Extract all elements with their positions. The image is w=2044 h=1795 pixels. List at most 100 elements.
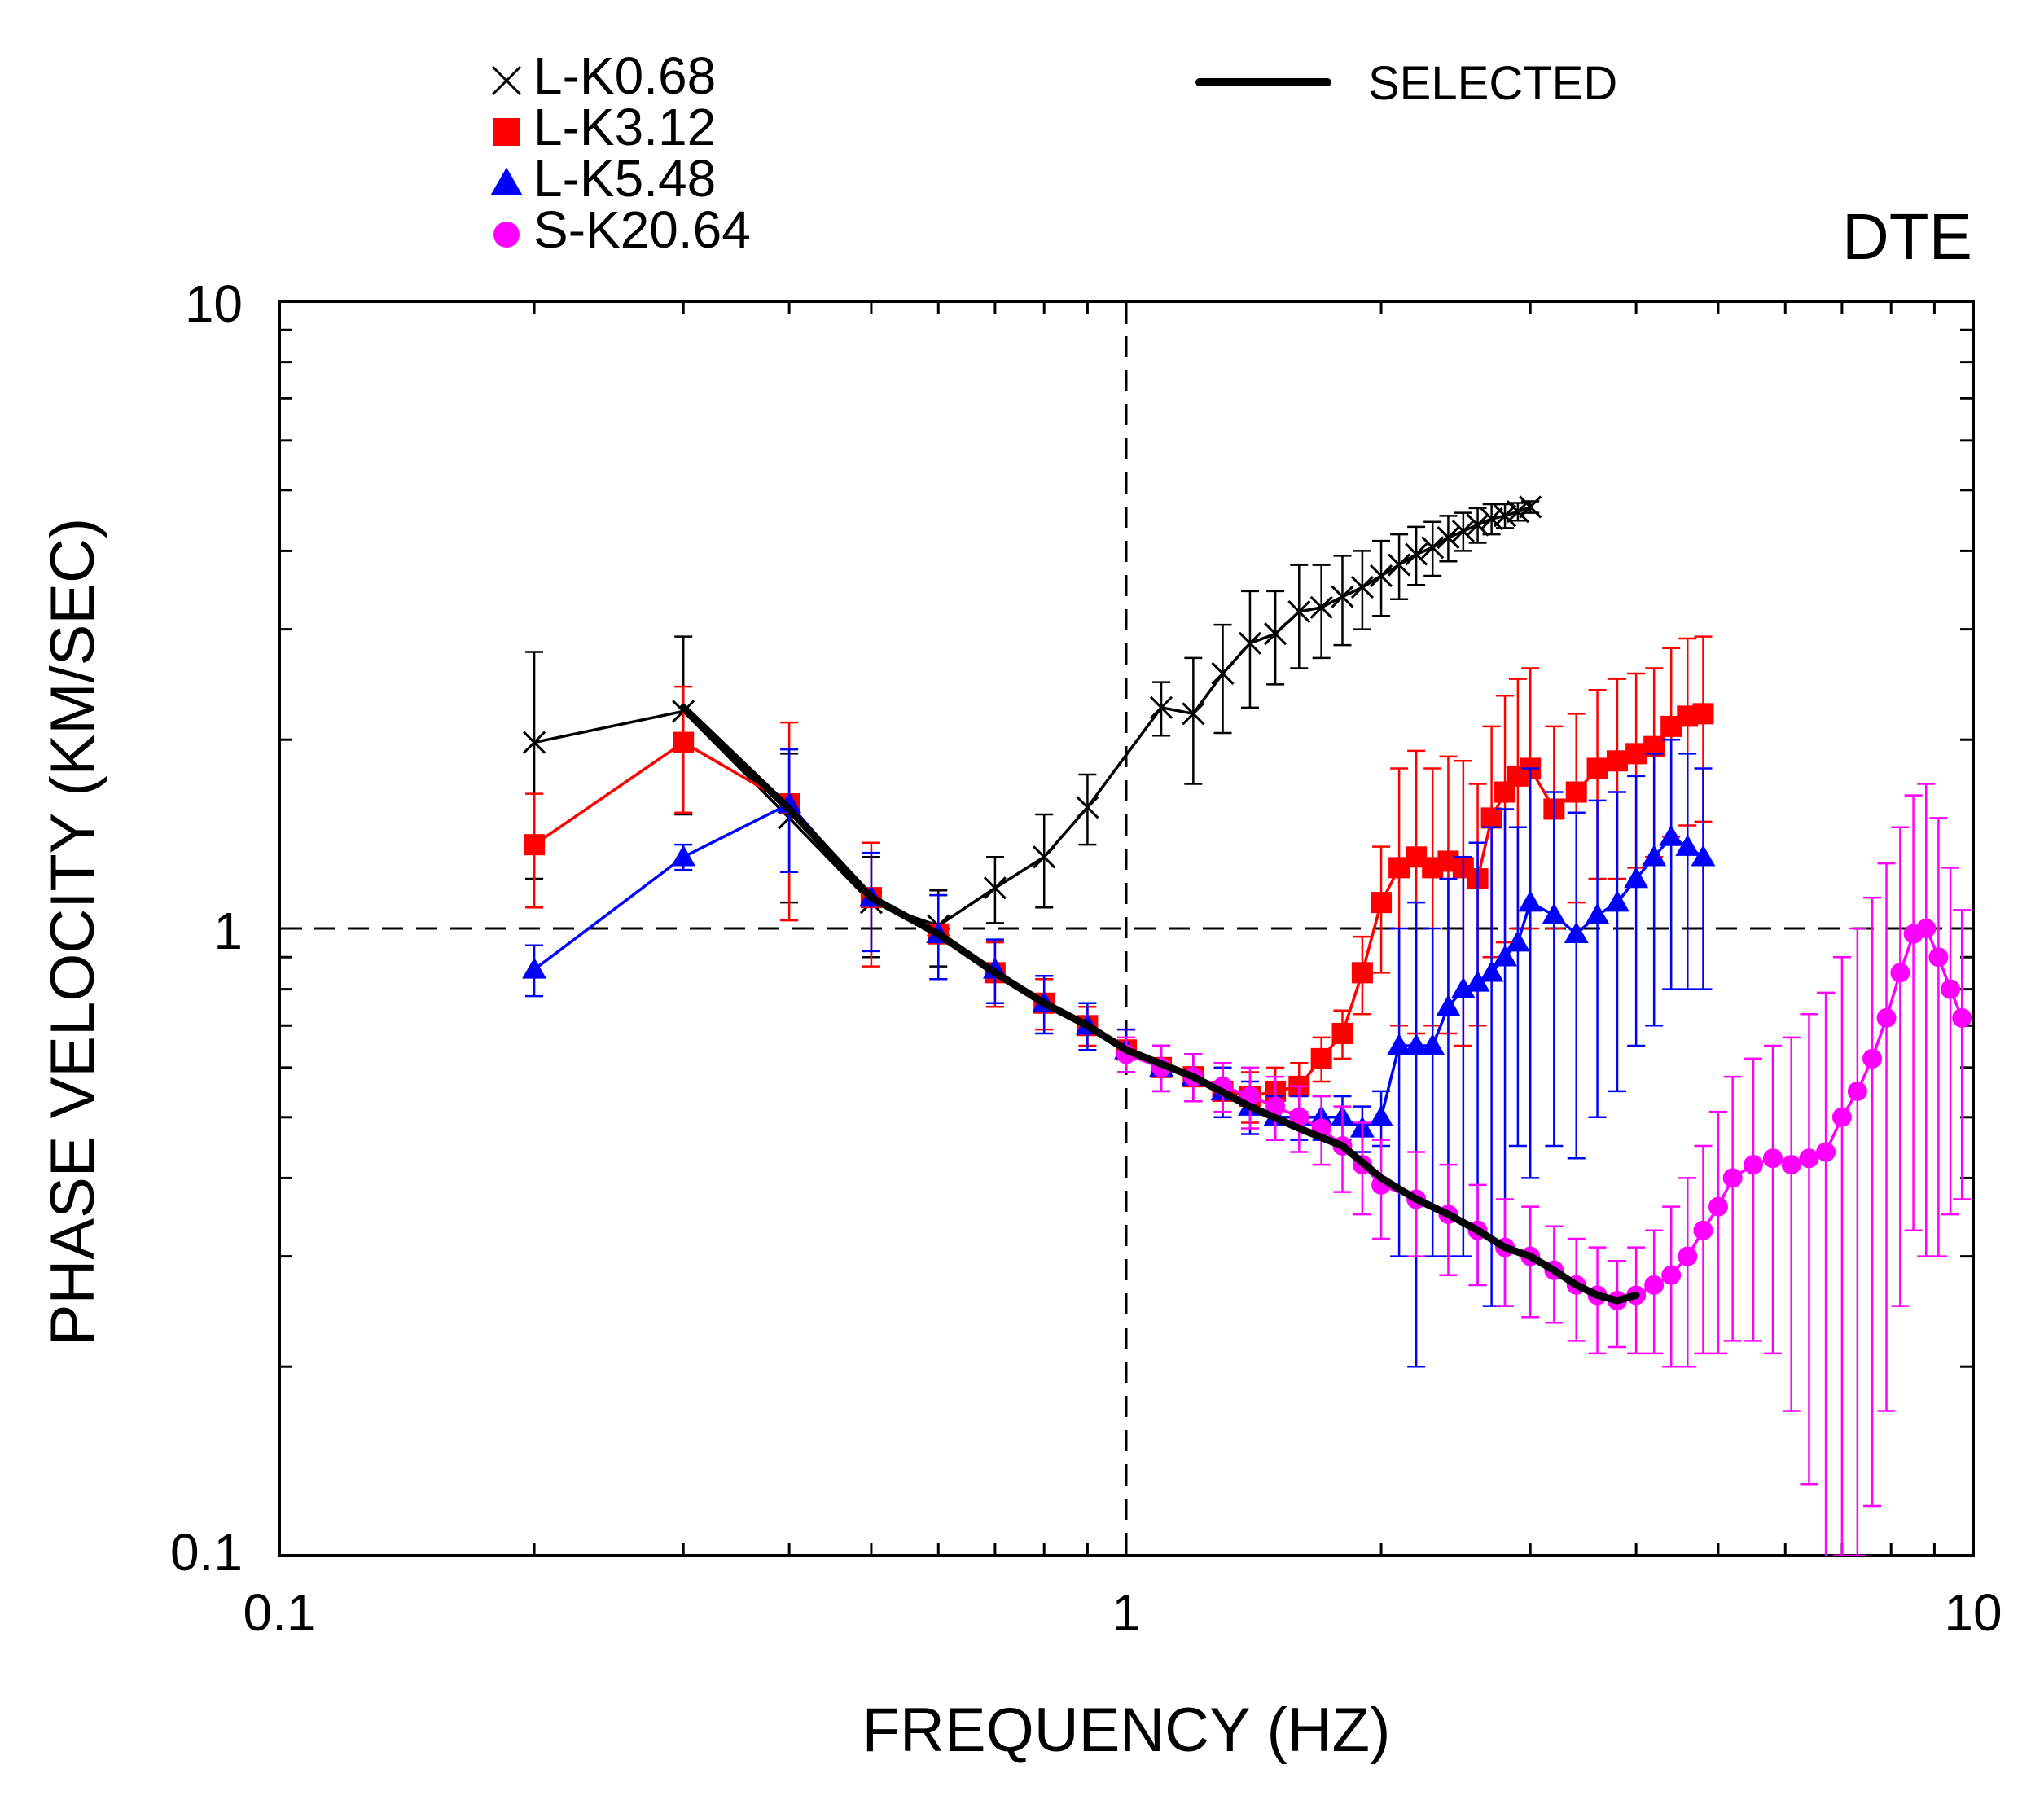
data-point <box>1675 834 1700 856</box>
x-tick-label-10: 10 <box>1944 1583 2002 1642</box>
error-bar <box>1213 623 1232 735</box>
error-bar <box>1863 896 1882 1508</box>
data-point <box>1519 495 1542 519</box>
y-axis-title: PHASE VELOCITY (KM/SEC) <box>38 518 107 1345</box>
error-bar <box>1744 1057 1762 1342</box>
data-point <box>1518 890 1543 912</box>
data-point <box>1941 979 1961 999</box>
data-point <box>1708 1196 1728 1217</box>
data-point <box>1678 1246 1698 1266</box>
error-bar <box>1290 564 1309 669</box>
data-point-stroke-b <box>1182 702 1205 726</box>
data-point <box>1370 564 1393 588</box>
error-bar <box>1678 753 1697 990</box>
x-tick-label-1: 1 <box>1112 1583 1141 1642</box>
data-point <box>1565 781 1587 803</box>
data-point <box>673 731 695 753</box>
legend-label-l-k3.12: L-K3.12 <box>533 98 716 156</box>
data-point <box>1542 902 1567 924</box>
data-point-stroke-b <box>1506 500 1529 524</box>
error-bar <box>1423 927 1442 1257</box>
data-point <box>1816 1142 1836 1162</box>
error-bar <box>1891 826 1910 1307</box>
data-point-stroke-b <box>523 731 546 754</box>
error-bar <box>1353 550 1371 630</box>
error-bar <box>1627 775 1646 1047</box>
error-bar <box>1817 991 1836 1556</box>
data-point <box>1238 631 1262 655</box>
data-point <box>1890 963 1910 983</box>
error-bar <box>1763 1044 1782 1355</box>
data-point <box>1033 845 1056 869</box>
data-point <box>1799 1148 1819 1169</box>
error-bar <box>1454 856 1472 1257</box>
data-point <box>1606 750 1628 772</box>
data-point <box>1625 743 1647 765</box>
legend-marker-l-k3.12 <box>493 118 520 146</box>
error-bar <box>1800 1012 1818 1486</box>
error-bar <box>1035 813 1054 909</box>
data-point-stroke-b <box>1388 553 1411 577</box>
data-point <box>1480 507 1503 531</box>
error-bar <box>1588 799 1607 1119</box>
data-point-stroke-b <box>1331 585 1354 608</box>
data-point <box>1450 976 1476 998</box>
y-tick-label-0.1: 0.1 <box>170 1523 243 1582</box>
data-point <box>1831 1107 1852 1127</box>
data-point-stroke-b <box>983 876 1007 900</box>
data-point <box>1862 1048 1883 1069</box>
error-bar <box>1645 753 1664 1027</box>
data-point-stroke-b <box>1264 622 1287 646</box>
legend-marker-l-k0.68 <box>491 65 522 96</box>
data-point-stroke-b <box>1211 661 1235 686</box>
data-point <box>1420 1034 1445 1055</box>
data-point <box>1287 599 1311 624</box>
data-point <box>1331 1022 1353 1044</box>
data-point <box>671 845 696 867</box>
data-point <box>1693 1220 1713 1240</box>
data-point <box>1351 962 1373 984</box>
data-point <box>1149 696 1173 719</box>
data-point <box>1331 585 1354 608</box>
data-point-stroke-b <box>1287 599 1311 624</box>
error-bar <box>1848 927 1866 1556</box>
data-point-stroke-b <box>1451 520 1475 543</box>
data-point <box>1661 1265 1682 1285</box>
y-tick-label-1: 1 <box>213 902 243 960</box>
error-bar <box>1904 794 1923 1231</box>
data-point <box>1876 1007 1897 1028</box>
data-point <box>1387 1034 1412 1055</box>
legend-marker-s-k20.64 <box>493 222 520 248</box>
data-point <box>1350 576 1374 599</box>
data-point <box>1264 622 1287 646</box>
error-bar <box>1662 1205 1681 1368</box>
data-point <box>1465 970 1490 992</box>
x-axis-title: FREQUENCY (HZ) <box>862 1696 1391 1765</box>
data-point <box>1722 1168 1743 1188</box>
data-point-stroke-b <box>1480 507 1503 531</box>
error-bar <box>1723 1075 1742 1342</box>
data-point <box>1310 1047 1332 1069</box>
error-bar <box>1390 533 1409 600</box>
data-point <box>1493 945 1517 967</box>
data-point <box>524 834 546 856</box>
data-point <box>1847 1081 1867 1101</box>
data-point-stroke-b <box>1033 845 1056 869</box>
series-s-k20.64 <box>1116 783 1972 1556</box>
legend: L-K0.68 L-K3.12 L-K5.48 S-K20.64 SELECTE… <box>490 46 1617 259</box>
data-point-stroke-b <box>1519 495 1542 519</box>
data-point <box>1952 1007 1972 1028</box>
data-point <box>1404 1034 1429 1055</box>
data-point-stroke-b <box>1076 796 1099 819</box>
data-point-stroke-b <box>1493 504 1517 528</box>
data-point <box>1437 526 1460 550</box>
data-point <box>1436 994 1461 1016</box>
error-bar <box>1832 955 1851 1556</box>
data-point <box>1309 595 1333 619</box>
error-bar <box>1662 738 1681 990</box>
legend-label-s-k20.64: S-K20.64 <box>533 200 751 259</box>
error-bar <box>1333 555 1352 647</box>
data-point <box>1211 661 1235 686</box>
data-point <box>1564 921 1589 943</box>
